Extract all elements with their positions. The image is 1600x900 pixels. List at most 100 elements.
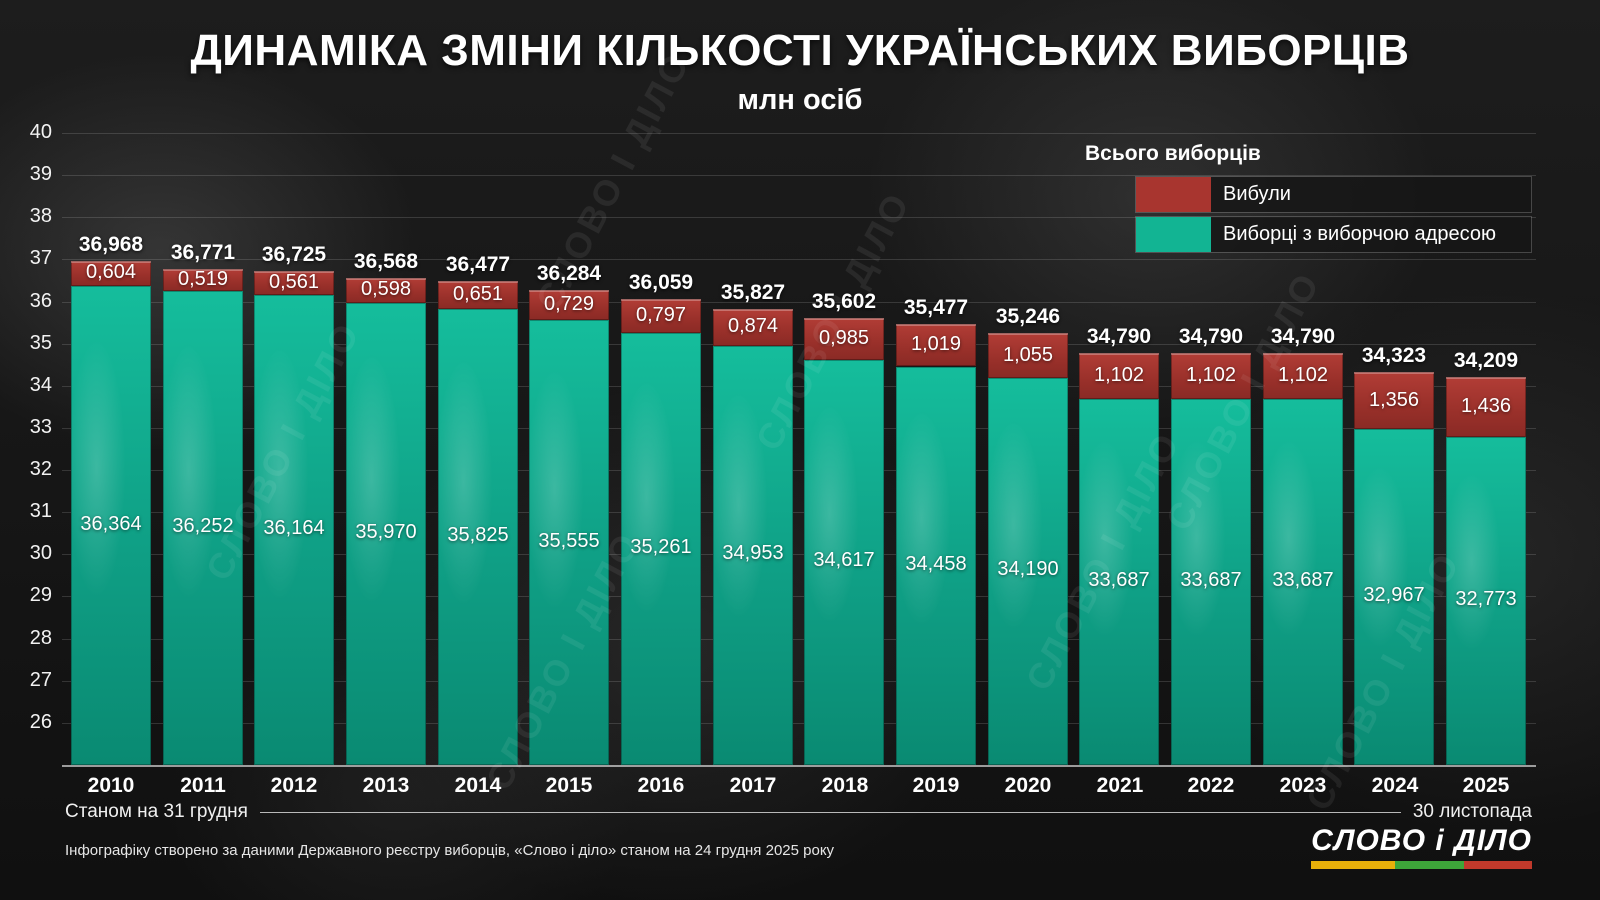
x-axis-year-label: 2011 [180, 774, 226, 797]
total-value-label: 36,725 [261, 242, 327, 266]
bar-segment-voters-with-address [804, 359, 884, 765]
with-address-value-label: 34,190 [997, 558, 1059, 581]
logo-stripe-red [1463, 861, 1532, 869]
axis-note-row: Станом на 31 грудня 30 листопада [65, 801, 1532, 823]
gridline [62, 722, 1536, 724]
with-address-value-label: 33,687 [1088, 568, 1150, 591]
source-note: Інфографіку створено за даними Державног… [65, 842, 835, 859]
departed-value-label: 0,519 [177, 267, 229, 290]
departed-value-label: 1,436 [1460, 395, 1512, 418]
total-value-label: 35,827 [720, 280, 786, 304]
x-axis-year-label: 2024 [1371, 774, 1419, 797]
bar-segment-departed [1171, 352, 1251, 399]
departed-value-label: 0,598 [360, 278, 412, 301]
total-value-label: 35,477 [903, 295, 969, 319]
x-axis-baseline [62, 765, 1536, 767]
bar-segment-departed [988, 333, 1068, 378]
bar-segment-voters-with-address [1079, 398, 1159, 765]
departed-value-label: 1,055 [1002, 343, 1054, 366]
gridline [62, 217, 1536, 219]
with-address-value-label: 32,773 [1455, 588, 1517, 611]
y-axis-tick-label: 33 [29, 415, 52, 438]
bar-segment-voters-with-address [896, 366, 976, 765]
legend-swatch-green [1136, 217, 1211, 252]
with-address-value-label: 32,967 [1363, 584, 1425, 607]
total-value-label: 34,790 [1270, 324, 1336, 348]
with-address-value-label: 35,970 [355, 520, 417, 543]
bar-segment-voters-with-address [621, 332, 701, 765]
y-axis-tick-label: 27 [29, 668, 52, 691]
bar-segment-departed [254, 270, 334, 295]
y-axis-tick-label: 34 [29, 373, 52, 396]
with-address-value-label: 33,687 [1272, 568, 1334, 591]
total-value-label: 34,790 [1086, 324, 1152, 348]
x-axis-year-label: 2018 [821, 774, 869, 797]
x-axis-year-label: 2025 [1462, 774, 1510, 797]
bar-segment-departed [163, 269, 243, 291]
x-axis-year-label: 2015 [545, 774, 593, 797]
chart-subtitle: млн осіб [737, 84, 863, 116]
with-address-value-label: 35,555 [538, 529, 600, 552]
y-axis-tick-label: 32 [29, 458, 52, 481]
y-axis-tick-label: 36 [29, 289, 52, 312]
gridline [62, 385, 1536, 387]
bar-segment-departed [529, 289, 609, 321]
y-axis-tick-label: 26 [29, 710, 52, 733]
total-value-label: 34,790 [1178, 324, 1244, 348]
bar-segment-departed [713, 308, 793, 346]
departed-value-label: 0,797 [635, 303, 687, 326]
bar-segment-departed [1354, 372, 1434, 430]
axis-note-right: 30 листопада [1412, 801, 1532, 822]
bar-segment-departed [1263, 352, 1343, 399]
total-value-label: 36,059 [628, 271, 694, 295]
y-axis-tick-label: 28 [29, 626, 52, 649]
departed-value-label: 0,561 [268, 270, 320, 293]
bar-segment-voters-with-address [529, 320, 609, 765]
departed-value-label: 1,102 [1093, 363, 1145, 386]
bar-segment-voters-with-address [71, 286, 151, 765]
total-value-label: 34,209 [1453, 348, 1519, 372]
gridline [62, 512, 1536, 514]
bar-segment-departed [346, 277, 426, 303]
total-value-label: 36,771 [170, 241, 236, 265]
bar-segment-departed [1079, 352, 1159, 399]
gridline [62, 680, 1536, 682]
chart-title: ДИНАМІКА ЗМІНИ КІЛЬКОСТІ УКРАЇНСЬКИХ ВИБ… [190, 26, 1410, 75]
legend-label-departed: Вибули [1211, 177, 1531, 212]
gridline [62, 133, 1536, 134]
departed-value-label: 1,102 [1185, 363, 1237, 386]
gridline [62, 259, 1536, 261]
x-axis-year-label: 2016 [637, 774, 685, 797]
bar-segment-voters-with-address [713, 345, 793, 765]
total-value-label: 36,568 [353, 249, 419, 273]
legend-label-with-address: Виборці з виборчою адресою [1211, 217, 1531, 252]
departed-value-label: 0,729 [543, 292, 595, 315]
legend-title: Всього виборців [1085, 142, 1261, 165]
bar-segment-voters-with-address [1263, 398, 1343, 765]
x-axis-year-label: 2010 [87, 774, 135, 797]
bar-segment-departed [1446, 376, 1526, 438]
x-axis-year-label: 2023 [1279, 774, 1327, 797]
bar-segment-voters-with-address [163, 290, 243, 765]
bar-segment-departed [621, 299, 701, 333]
with-address-value-label: 35,825 [447, 523, 509, 546]
gridline [62, 596, 1536, 598]
x-axis-year-label: 2012 [270, 774, 318, 797]
with-address-value-label: 34,953 [722, 542, 784, 565]
y-axis-tick-label: 29 [29, 584, 52, 607]
total-value-label: 36,968 [78, 232, 144, 256]
logo-stripe-yellow [1311, 861, 1396, 869]
bar-segment-voters-with-address [254, 294, 334, 765]
logo-stripes [1311, 861, 1532, 869]
departed-value-label: 0,874 [727, 315, 779, 338]
legend-item-departed: Вибули [1135, 176, 1532, 213]
bar-segment-departed [804, 318, 884, 360]
total-value-label: 36,284 [536, 261, 602, 285]
x-axis-year-label: 2017 [729, 774, 777, 797]
y-axis-tick-label: 38 [29, 205, 52, 228]
axis-note-line [259, 811, 1401, 813]
bar-segment-voters-with-address [1446, 437, 1526, 765]
x-axis-year-label: 2014 [454, 774, 502, 797]
y-axis-tick-label: 31 [29, 500, 52, 523]
